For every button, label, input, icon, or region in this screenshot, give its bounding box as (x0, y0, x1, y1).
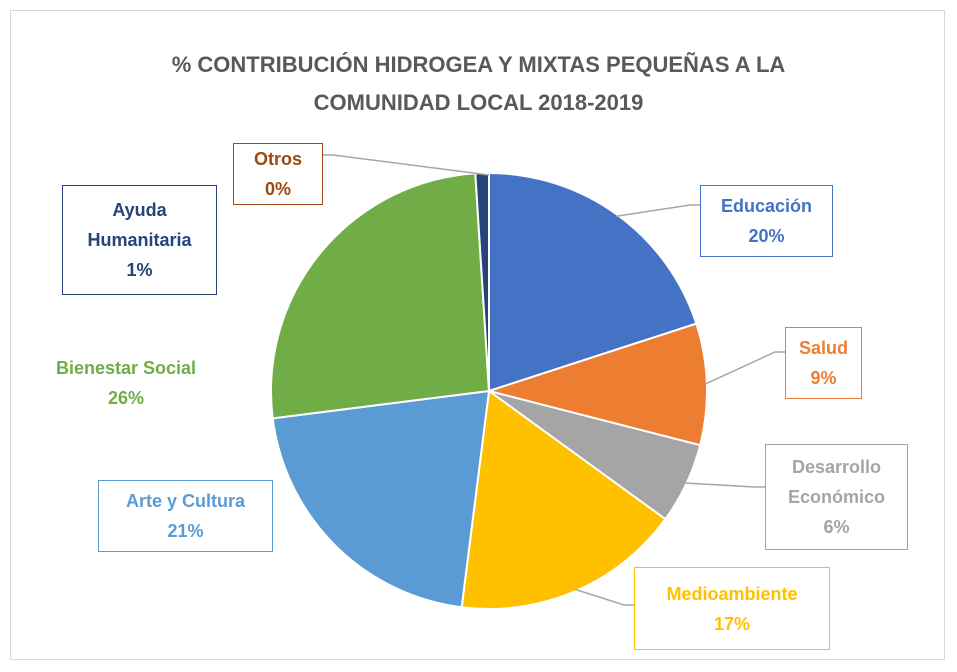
pie-slice (460, 389, 667, 610)
leader-line (615, 204, 700, 217)
category-label: Arte y Cultura (125, 491, 246, 511)
value-label: 6% (823, 517, 850, 537)
data-label: Bienestar Social 26% (30, 352, 222, 414)
pie-slice (488, 171, 698, 393)
chart-title: % CONTRIBUCIÓN HIDROGEA Y MIXTAS PEQUEÑA… (171, 52, 786, 115)
category-label: Bienestar Social (55, 358, 197, 378)
data-label: Salud 9% (785, 327, 862, 399)
category-label: Salud (798, 338, 848, 358)
category-label: Educación (720, 196, 813, 216)
leader-line (323, 154, 490, 176)
pie-slice (270, 172, 491, 420)
category-label: Otros (253, 149, 302, 169)
value-label: 0% (264, 179, 291, 199)
leader-line (684, 482, 765, 488)
leader-line (704, 351, 785, 385)
value-label: 1% (126, 260, 153, 280)
data-label: Arte y Cultura 21% (98, 480, 273, 552)
data-label: Otros 0% (233, 143, 323, 205)
data-label: Educación 20% (700, 185, 833, 257)
data-label: Medioambiente 17% (634, 567, 830, 650)
value-label: 20% (748, 226, 785, 246)
value-label: 9% (810, 368, 837, 388)
chart-frame (10, 10, 945, 660)
category-label: Medioambiente (666, 583, 798, 604)
leader-line (574, 588, 634, 606)
category-label: Desarrollo Económico (787, 457, 885, 507)
pie-slice (271, 389, 491, 609)
value-label: 21% (167, 521, 204, 541)
value-label: 26% (107, 388, 145, 408)
value-label: 17% (713, 613, 751, 634)
category-label: Ayuda Humanitaria (87, 200, 192, 250)
data-label: Ayuda Humanitaria 1% (62, 185, 217, 295)
data-label: Desarrollo Económico 6% (765, 444, 908, 550)
